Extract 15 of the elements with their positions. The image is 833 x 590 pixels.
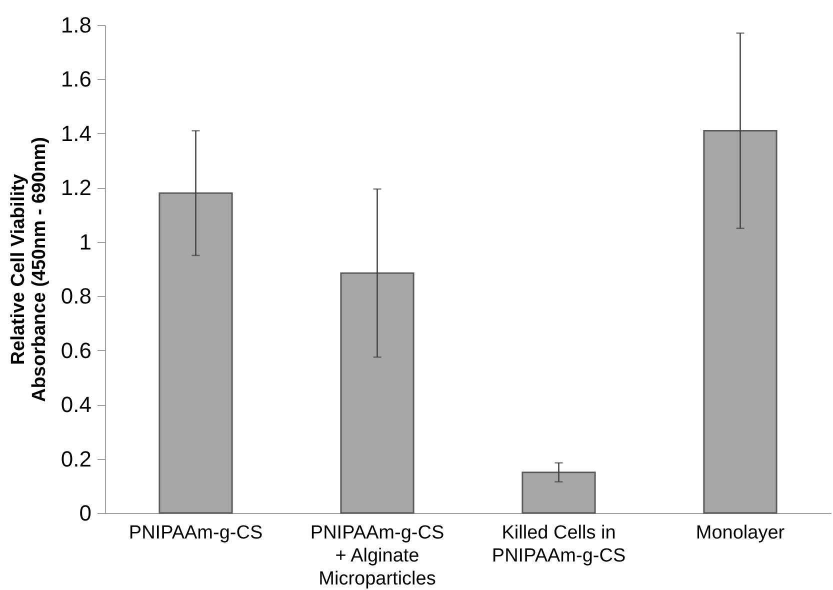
y-tick-label: 0.8 [60, 284, 92, 309]
y-tick-label: 1.2 [60, 175, 92, 200]
y-tick-label: 1.6 [60, 66, 92, 92]
y-tick-label: 0 [79, 500, 92, 526]
y-axis-title: Relative Cell Viability Absorbance (450nm - 690nm) [8, 136, 50, 402]
x-tick-label: PNIPAAm-g-CS [128, 522, 263, 544]
y-tick-label: 0.6 [60, 338, 92, 363]
x-tick-label: PNIPAAm-g-CS + Alginate Microparticles [310, 522, 444, 590]
y-tick-label: 0.2 [60, 446, 92, 472]
y-tick-label: 1.8 [60, 12, 92, 38]
y-tick-label: 0.4 [60, 392, 92, 418]
x-tick-label: Monolayer [696, 522, 786, 544]
y-tick-label: 1.4 [60, 120, 92, 146]
x-tick-label: Killed Cells in PNIPAAm-g-CS [492, 522, 626, 566]
y-tick-label: 1 [79, 229, 92, 254]
